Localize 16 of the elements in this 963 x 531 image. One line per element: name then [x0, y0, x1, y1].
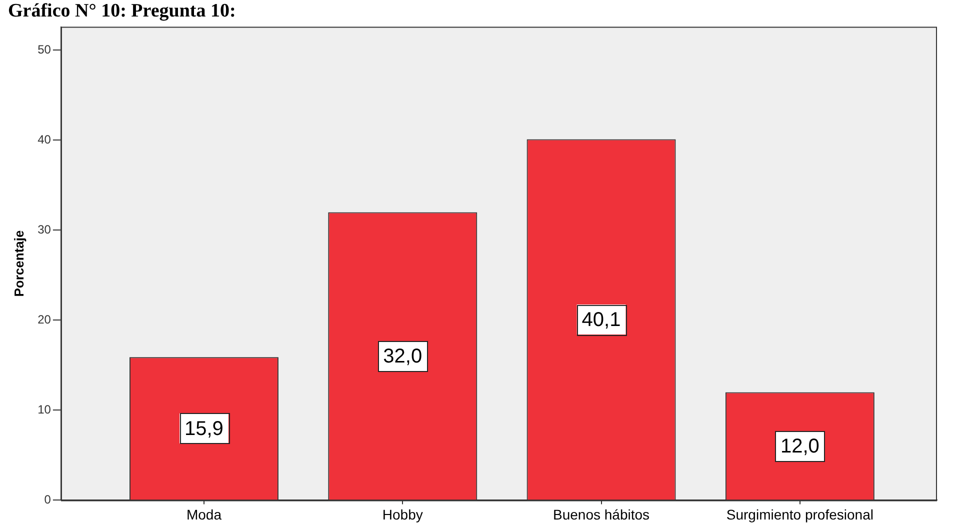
- data-label: 32,0: [383, 345, 422, 368]
- y-tick-label: 40: [38, 132, 52, 147]
- y-tick-label: 0: [44, 492, 52, 507]
- y-tick-label: 30: [38, 222, 52, 237]
- y-axis-title: Porcentaje: [11, 230, 26, 297]
- chart-title: Gráfico N° 10: Pregunta 10:: [8, 0, 236, 22]
- x-tick-label: Hobby: [382, 506, 423, 522]
- y-tick-label: 20: [38, 312, 52, 327]
- y-tick-label: 50: [38, 42, 52, 57]
- data-label: 12,0: [780, 435, 820, 458]
- data-label: 15,9: [184, 418, 224, 440]
- x-tick-label: Surgimiento profesional: [726, 506, 874, 522]
- x-tick-label: Buenos hábitos: [553, 506, 650, 522]
- data-label: 40,1: [582, 309, 621, 332]
- x-tick-label: Moda: [186, 506, 222, 522]
- y-tick-label: 10: [38, 402, 52, 417]
